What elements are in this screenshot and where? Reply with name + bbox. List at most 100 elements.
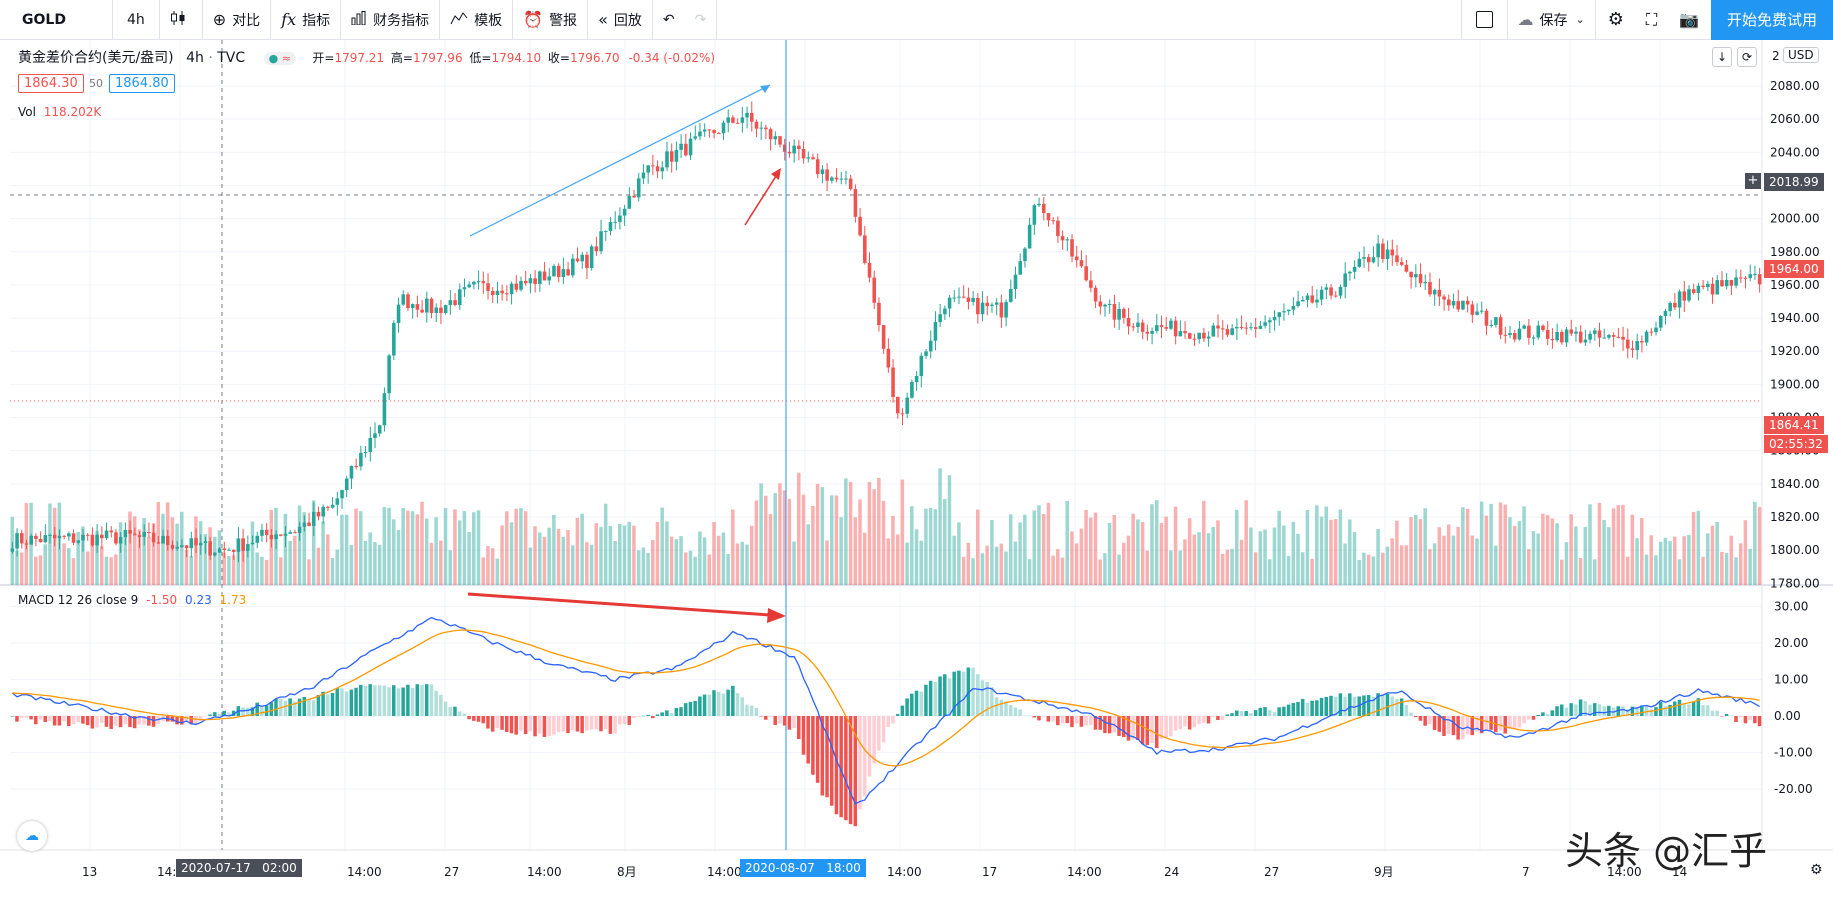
wave-icon: ≈ [281,52,291,65]
macd-red-arrow-drawing[interactable] [467,592,771,617]
volume-bar [1173,506,1178,585]
macd-histogram-bar [881,716,886,743]
fullscreen-button[interactable]: ⛶ [1636,0,1667,40]
candle-body [1743,277,1748,279]
volume-bar [782,490,787,585]
undo-button[interactable]: ↶ [653,0,685,40]
crosshair-plus-icon[interactable]: + [1745,173,1761,189]
candle-body [415,304,420,310]
candle-body [1498,317,1503,335]
candle-body [1131,326,1136,328]
function-icon: fx [281,10,297,29]
chart-settings-gear-icon[interactable]: ⚙ [1810,862,1823,878]
macd-histogram-bar [85,716,90,726]
candle-body [274,534,278,540]
volume-bar [1555,523,1559,585]
volume-bar [1607,527,1611,585]
replay-button[interactable]: « 回放 [588,0,652,40]
currency-badge[interactable]: USD [1783,47,1819,63]
macd-histogram-bar [910,693,914,716]
volume-bar [1098,559,1102,585]
macd-histogram-bar [387,687,391,716]
candle-body [679,143,683,150]
volume-bar [410,511,415,585]
macd-histogram-bar [302,696,307,716]
volume-bar [1103,553,1107,585]
layout-button[interactable] [1462,0,1507,40]
change-value: -0.34 (-0.02%) [628,51,716,65]
ask-button[interactable]: 1864.80 [109,74,175,93]
redo-button[interactable]: ↷ [685,0,717,40]
volume-bar [599,526,603,585]
macd-histogram-bar [208,714,212,716]
volume-bar [900,479,905,585]
candle-body [1244,327,1249,329]
macd-histogram-bar [768,716,773,717]
bid-button[interactable]: 1864.30 [18,74,84,93]
volume-bar [1381,552,1385,585]
candle-body [1009,288,1013,302]
volume-bar [1296,533,1300,585]
indicators-button[interactable]: fx 指标 [271,0,340,40]
macd-histogram-bar [330,692,335,716]
time-axis-label: 17 [982,865,997,879]
macd-histogram-bar [354,687,358,716]
macd-histogram-bar [533,716,537,737]
macd-histogram-bar [745,704,749,716]
candle-body [208,541,212,556]
tradingview-logo-icon[interactable]: ☁ [17,821,47,851]
chart-area[interactable]: 2080.002060.002040.002020.002000.001980.… [0,40,1833,899]
candle-body [603,230,608,232]
macd-histogram-bar [820,716,825,796]
red-arrow-drawing[interactable] [744,172,779,226]
financials-button[interactable]: 财务指标 [341,0,439,40]
countdown-tag: 02:55:32 [1764,435,1828,453]
candle-body [1164,327,1169,329]
high-label: 高= [390,51,413,65]
scale-refresh-button[interactable]: ⟳ [1737,47,1757,67]
volume-bar [618,523,622,585]
free-trial-button[interactable]: 开始免费试用 [1710,0,1833,40]
save-button[interactable]: ☁ 保存 ⌄ [1508,0,1595,40]
candle-body [806,157,811,159]
volume-bar [834,495,839,585]
candle-body [900,413,905,415]
trend-line-drawing[interactable] [469,84,771,237]
macd-histogram-bar [1442,716,1446,737]
volume-bar [1753,501,1757,585]
candle-body [933,322,938,341]
templates-button[interactable]: 模板 [440,0,512,40]
volume-bar [180,511,184,585]
volume-bar [71,558,76,585]
macd-histogram-bar [867,716,872,777]
volume-bar [622,525,627,585]
volume-bar [1282,525,1286,585]
candle-body [999,302,1004,318]
scale-down-button[interactable]: ↓ [1712,47,1732,67]
chart-type-button[interactable] [160,0,202,40]
market-status-badge[interactable]: ● ≈ [263,52,296,65]
gear-icon: ⚙ [1607,9,1624,30]
interval-button[interactable]: 4h [127,11,145,28]
candle-body [1560,331,1564,343]
volume-bar [627,521,631,585]
macd-histogram-bar [373,685,377,716]
candle-body [1023,248,1027,262]
candle-body [1550,338,1555,341]
candle-body [1569,329,1574,334]
volume-bar [971,558,975,585]
volume-bar [283,513,288,585]
alert-button[interactable]: ⏰ 警报 [513,0,587,40]
macd-histogram-bar [858,716,862,810]
volume-bar [213,536,217,585]
macd-histogram-bar [1668,704,1672,716]
symbol-title[interactable]: 黄金差价合约(美元/盎司) [18,50,174,66]
volume-bar [844,478,848,585]
volume-bar [147,536,151,585]
settings-button[interactable]: ⚙ [1596,0,1636,40]
chart-canvas[interactable]: 2080.002060.002040.002020.002000.001980.… [0,40,1833,899]
candle-body [1103,304,1107,307]
compare-button[interactable]: ⊕ 对比 [203,0,270,40]
snapshot-button[interactable]: 📷 [1667,0,1711,40]
symbol-search[interactable]: GOLD [22,11,66,28]
